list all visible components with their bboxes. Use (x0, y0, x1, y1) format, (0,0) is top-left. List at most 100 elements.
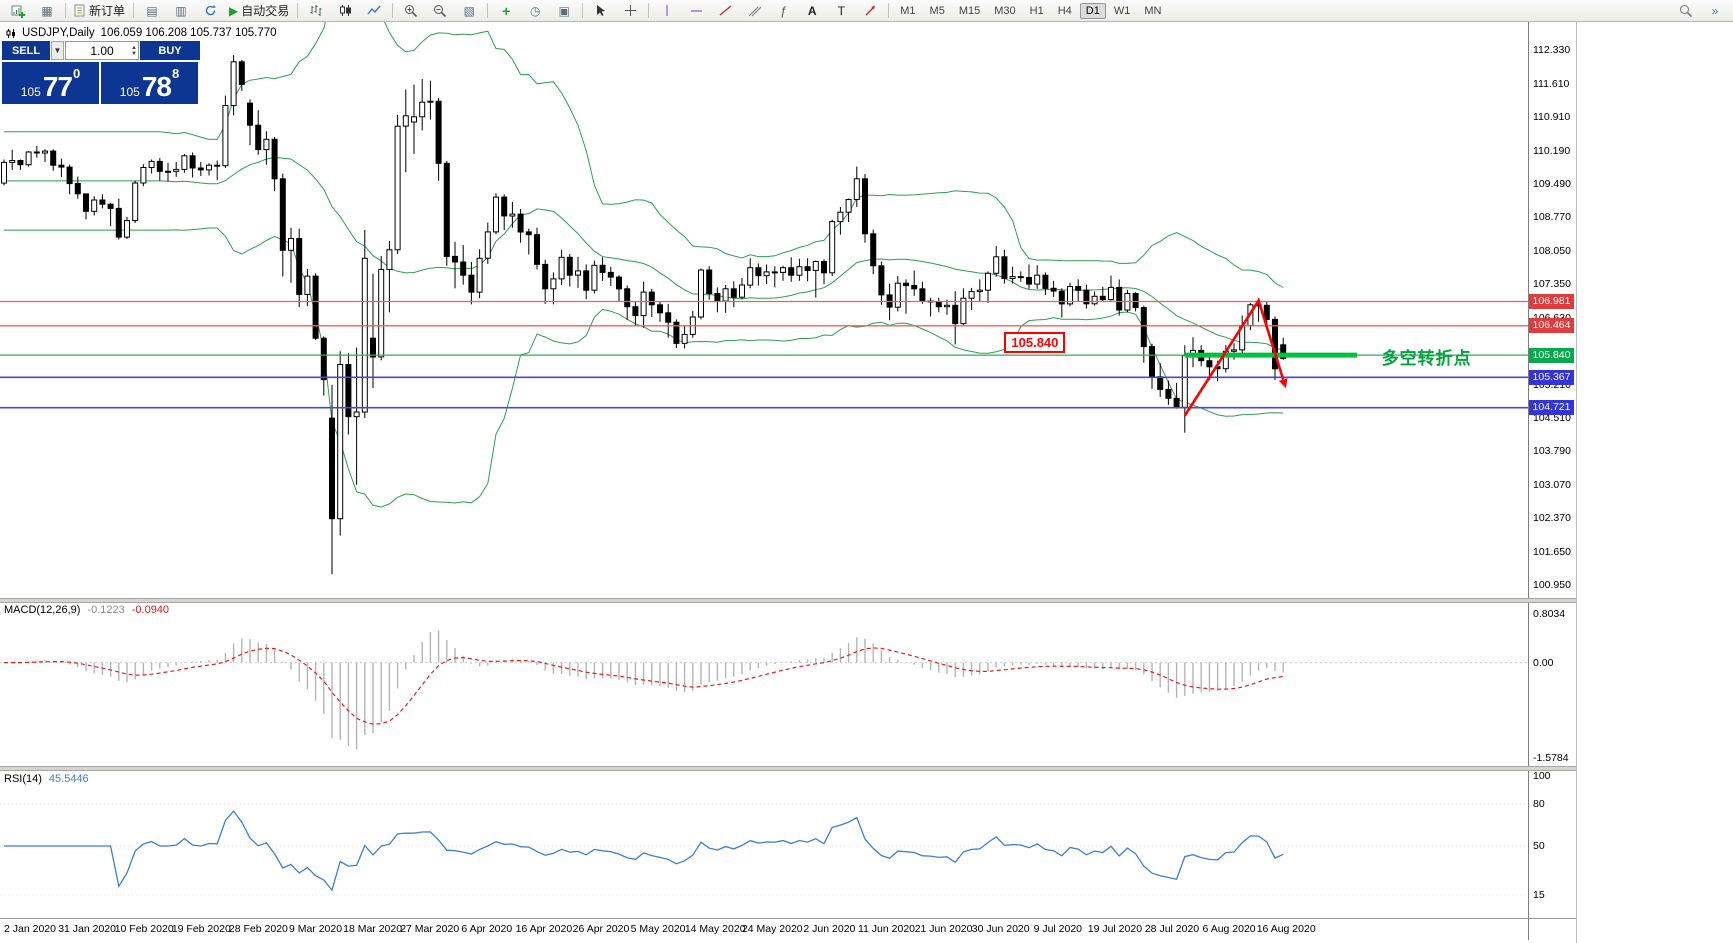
price-axis-tick: 106.630 (1533, 311, 1571, 324)
time-axis-border (0, 918, 1576, 919)
date-axis-label: 19 Feb 2020 (171, 923, 231, 935)
macd-name: MACD(12,26,9) (4, 604, 81, 616)
turning-point-label: 多空转折点 (1381, 349, 1472, 369)
date-axis-label: 2 Jan 2020 (4, 923, 56, 935)
price-axis-border (1528, 22, 1529, 940)
sell-button[interactable]: SELL (2, 41, 50, 60)
templates-button[interactable]: ▣ (550, 0, 578, 21)
market-watch-button[interactable]: ▤ (138, 0, 166, 21)
timeframe-m5-button[interactable]: M5 (929, 4, 945, 17)
text-button[interactable]: A (798, 0, 826, 21)
bar-chart-icon (310, 5, 322, 16)
tile-windows-button[interactable]: ▧ (455, 0, 483, 21)
timeframe-m15-button[interactable]: M15 (958, 4, 981, 17)
macd-label: MACD(12,26,9) -0.1223 -0.0940 (4, 604, 169, 616)
volume-input[interactable] (75, 42, 129, 59)
data-window-icon: ▥ (175, 3, 187, 18)
zoom-in-button[interactable] (397, 0, 425, 21)
buy-price-prefix: 105 (119, 85, 140, 99)
timeframe-mn-button[interactable]: MN (1144, 4, 1162, 17)
buy-price-button[interactable]: 105 78 8 (101, 62, 198, 104)
trade-panel-prices: 105 77 0 105 78 8 (2, 62, 200, 104)
text-label-button[interactable]: T (827, 0, 855, 21)
price-flag-label: 105.840 (1004, 332, 1066, 354)
timeframe-m30-button[interactable]: M30 (994, 4, 1016, 17)
date-axis-label: 9 Jul 2020 (1033, 923, 1083, 935)
rsi-axis-tick: 15 (1533, 889, 1545, 901)
price-axis-tick: 110.190 (1533, 144, 1571, 157)
price-line-label: 104.721 (1529, 400, 1574, 416)
panel-separator-macd[interactable] (0, 598, 1576, 603)
new-order-button[interactable]: 新订单 (70, 0, 129, 21)
bar-chart-button[interactable] (302, 0, 330, 21)
cursor-button[interactable] (587, 0, 615, 21)
stepper-down-icon: ▼ (131, 50, 137, 57)
toolbar-separator (648, 3, 650, 18)
macd-main-value: -0.1223 (87, 604, 125, 616)
vertical-line-icon (666, 5, 668, 16)
price-axis-tick: 110.910 (1533, 110, 1571, 123)
trendline-button[interactable] (711, 0, 739, 21)
tile-windows-icon: ▧ (463, 3, 475, 18)
main-toolbar: ▦ 新订单 ▤ ▥ ▶ 自动交易 ▧ + ◷ ▣ ƒ A T M1 M5 M15 M30… (0, 0, 1733, 22)
price-axis-tick: 105.910 (1533, 345, 1571, 358)
candle-chart-button[interactable] (331, 0, 359, 21)
profiles-button[interactable]: ▦ (33, 0, 61, 21)
arrows-button[interactable] (856, 0, 884, 21)
buy-button[interactable]: BUY (140, 41, 200, 60)
timeframe-d1-button[interactable]: D1 (1079, 2, 1106, 19)
text-label-icon: T (837, 3, 845, 18)
timeframe-m1-button[interactable]: M1 (900, 4, 916, 17)
search-button[interactable] (1672, 0, 1700, 21)
date-axis-label: 24 May 2020 (741, 923, 803, 935)
chevron-right-icon: » (1711, 3, 1719, 18)
rsi-label: RSI(14) 45.5446 (4, 773, 89, 785)
price-line-label: 105.840 (1529, 347, 1574, 363)
new-order-icon (74, 4, 85, 17)
timeframe-group: M1 M5 M15 M30 H1 H4 D1 W1 MN (893, 2, 1168, 19)
refresh-button[interactable] (196, 0, 224, 21)
price-axis-tick: 112.330 (1533, 44, 1571, 56)
line-chart-button[interactable] (360, 0, 388, 21)
toolbar-separator (582, 3, 584, 18)
price-axis-tick: 108.050 (1533, 245, 1571, 258)
date-axis-label: 14 May 2020 (684, 923, 746, 935)
sell-price-button[interactable]: 105 77 0 (2, 62, 99, 104)
trade-panel-header: SELL ▼ ▲▼ BUY (2, 41, 200, 60)
toolbar-overflow-button[interactable]: » (1701, 0, 1729, 21)
volume-stepper[interactable]: ▲ ▼ (131, 43, 137, 58)
panel-separator-rsi[interactable] (0, 766, 1576, 771)
price-axis-tick: 102.370 (1533, 512, 1571, 525)
toolbar-separator (297, 3, 299, 18)
date-axis-label: 9 Mar 2020 (288, 923, 343, 935)
data-window-button[interactable]: ▥ (167, 0, 195, 21)
timeframe-w1-button[interactable]: W1 (1113, 4, 1131, 17)
rsi-axis-tick: 80 (1533, 798, 1545, 810)
vertical-line-button[interactable] (653, 0, 681, 21)
fibonacci-button[interactable]: ƒ (769, 0, 797, 21)
price-axis-tick: 109.490 (1533, 177, 1571, 190)
new-chart-button[interactable] (4, 0, 32, 21)
chart-title: USDJPY,Daily 106.059 106.208 105.737 105… (6, 27, 277, 39)
date-axis-label: 31 Jan 2020 (58, 923, 116, 935)
date-axis-label: 28 Feb 2020 (228, 923, 288, 935)
timeframe-h1-button[interactable]: H1 (1029, 4, 1044, 17)
autotrade-button[interactable]: ▶ 自动交易 (225, 0, 293, 21)
order-settings-dropdown[interactable]: ▼ (51, 41, 64, 60)
timeframe-h4-button[interactable]: H4 (1057, 4, 1072, 17)
macd-signal-value: -0.0940 (131, 604, 170, 616)
cursor-icon (597, 5, 606, 16)
periods-button[interactable]: ◷ (521, 0, 549, 21)
profiles-icon: ▦ (41, 3, 53, 18)
channel-button[interactable] (740, 0, 768, 21)
crosshair-button[interactable] (616, 0, 644, 21)
horizontal-line-button[interactable] (682, 0, 710, 21)
date-axis-label: 6 Apr 2020 (461, 923, 513, 935)
zoom-out-button[interactable] (426, 0, 454, 21)
indicators-button[interactable]: + (492, 0, 520, 21)
date-axis-label: 10 Feb 2020 (114, 923, 174, 935)
crosshair-icon (624, 5, 636, 16)
price-axis-tick: 104.510 (1533, 411, 1571, 424)
